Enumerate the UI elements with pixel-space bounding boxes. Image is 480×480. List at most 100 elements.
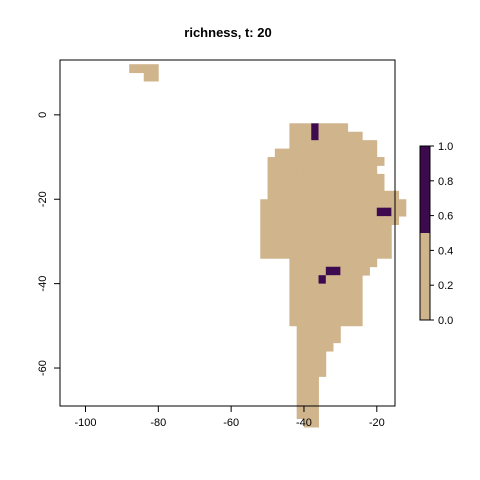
land-cell-low [354,249,363,259]
y-tick-label: 0 [37,112,49,118]
land-cell-low [303,351,312,360]
land-cell-low [303,207,312,217]
land-cell-low [282,165,290,175]
land-cell-low [354,308,363,318]
land-cell-low [318,308,327,318]
land-cell-low [325,233,334,242]
land-cell-low [325,173,334,183]
land-cell-low [151,64,159,74]
plot-title: richness, t: 20 [184,25,271,40]
land-cell-low [333,325,341,335]
land-cell-low [369,140,378,150]
land-cell-low [260,224,268,234]
land-cell-low [311,157,319,166]
land-cell-low [333,157,341,166]
land-cell-low [296,317,305,327]
land-cell-low [289,275,298,285]
land-cell-low [303,368,312,377]
land-cell-low [289,173,298,183]
land-cell-low [318,173,327,183]
land-cell-low [347,157,356,166]
land-cell-low [347,283,356,293]
x-tick-label: -20 [369,417,385,429]
land-cell-low [267,199,276,209]
land-cell-low [282,224,290,234]
land-cell-low [354,165,363,175]
land-cell-low [333,148,341,158]
land-cell-low [267,165,276,175]
land-cell-low [318,165,327,175]
land-cell-low [303,376,312,386]
land-cell-low [311,140,319,150]
land-cell-low [340,266,349,276]
land-cell-low [333,207,341,217]
land-cell-low [303,233,312,242]
legend-swatch [420,146,430,233]
land-cell-low [384,249,392,259]
land-cell-low [318,317,327,327]
land-cell-low [303,275,312,285]
land-cell-low [303,199,312,209]
land-cell-low [333,199,341,209]
land-cell-low [311,317,319,327]
land-cell-low [296,190,305,200]
land-cell-low [274,216,283,225]
land-cell-low [318,300,327,310]
land-cell-low [325,140,334,150]
land-cell-low [260,199,268,209]
land-cell-low [362,249,370,259]
land-cell-low [289,266,298,276]
land-cell-low [296,384,305,394]
land-cell-low [347,308,356,318]
land-cell-low [311,325,319,335]
legend-tick-label: 0.2 [438,280,453,292]
land-cell-low [296,224,305,234]
land-cell-low [347,266,356,276]
land-cell-low [311,275,319,285]
land-cell-low [354,199,363,209]
land-cell-low [362,148,370,158]
land-cell-low [303,266,312,276]
land-cell-low [318,368,327,377]
land-cell-low [296,207,305,217]
land-cell-low [303,308,312,318]
land-cell-low [347,224,356,234]
land-cell-low [318,157,327,166]
land-cell-low [311,376,319,386]
land-cell-low [296,359,305,369]
land-cell-low [296,325,305,335]
land-cell-low [318,148,327,158]
land-cell-low [354,241,363,251]
land-cell-low [311,384,319,394]
land-cell-low [303,157,312,166]
land-cell-low [311,300,319,310]
land-cell-low [303,359,312,369]
land-cell-low [303,300,312,310]
land-cell-low [289,199,298,209]
land-cell-low [274,241,283,251]
land-cell-low [311,199,319,209]
land-cell-low [260,241,268,251]
land-cell-low [296,266,305,276]
land-cell-low [311,207,319,217]
land-cell-low [347,131,356,141]
land-cell-low [136,64,145,74]
x-tick-label: -40 [296,417,312,429]
land-cell-low [333,283,341,293]
land-cell-low [354,182,363,192]
land-cell-low [311,216,319,225]
land-cell-low [325,275,334,285]
land-cell-low [333,224,341,234]
land-cell-low [318,182,327,192]
land-cell-low [347,258,356,268]
land-cell-low [289,224,298,234]
land-cell-low [282,207,290,217]
land-cell-low [318,207,327,217]
land-cell-low [318,241,327,251]
land-cell-low [340,148,349,158]
y-tick-label: -60 [37,360,49,376]
land-cell-low [333,165,341,175]
land-cell-low [340,233,349,242]
land-cell-low [333,190,341,200]
land-cell-low [325,292,334,301]
